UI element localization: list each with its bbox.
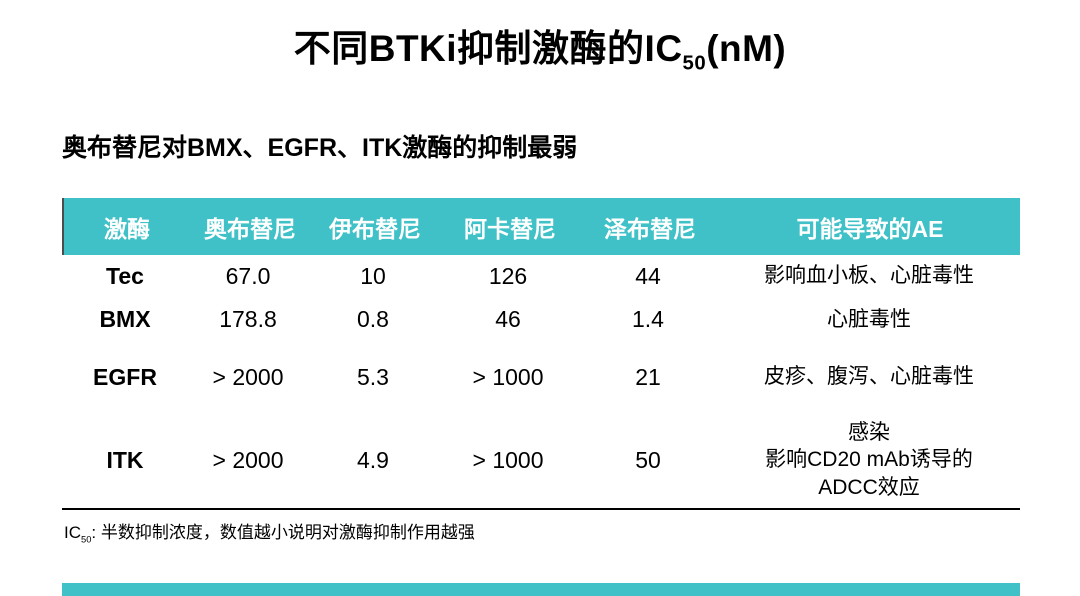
footnote-text: IC — [64, 523, 81, 542]
value-cell: 44 — [635, 262, 661, 289]
title-subscript: 50 — [682, 52, 707, 75]
footnote-subscript: 50 — [81, 534, 92, 545]
ic50-table: 激酶 奥布替尼 伊布替尼 阿卡替尼 泽布替尼 可能导致的AE Tec 67.0 … — [62, 198, 1020, 510]
footnote: IC50: 半数抑制浓度，数值越小说明对激酶抑制作用越强 — [64, 518, 475, 545]
header-cell-ae: 可能导致的AE — [796, 215, 944, 242]
footnote-tail: : 半数抑制浓度，数值越小说明对激酶抑制作用越强 — [91, 523, 475, 542]
kinase-cell: EGFR — [93, 363, 157, 390]
kinase-cell: ITK — [106, 446, 144, 473]
value-cell: 50 — [635, 446, 661, 473]
kinase-cell: Tec — [106, 262, 144, 289]
table-header-row: 激酶 奥布替尼 伊布替尼 阿卡替尼 泽布替尼 可能导致的AE — [62, 198, 1020, 255]
header-cell-ibrutinib: 伊布替尼 — [329, 215, 421, 242]
ae-cell: 影响血小板、心脏毒性 — [764, 264, 974, 288]
kinase-cell: BMX — [99, 306, 151, 332]
header-cell-zanubrutinib: 泽布替尼 — [604, 215, 696, 242]
value-cell: 178.8 — [219, 306, 277, 332]
value-cell: 10 — [360, 262, 386, 289]
value-cell: 5.3 — [357, 363, 389, 390]
ae-line: 影响CD20 mAb诱导的 — [765, 448, 973, 472]
value-cell: > 2000 — [212, 446, 284, 473]
value-cell: 0.8 — [357, 306, 389, 332]
table-row-itk: ITK > 2000 4.9 > 1000 50 感染 影响CD20 mAb诱导… — [62, 412, 1020, 508]
value-cell: 46 — [495, 306, 521, 332]
page-title: 不同BTKi抑制激酶的IC50(nM) — [0, 18, 1080, 75]
value-cell: 1.4 — [632, 306, 664, 332]
value-cell: 67.0 — [225, 262, 271, 289]
value-cell: > 2000 — [212, 363, 284, 390]
value-cell: > 1000 — [472, 363, 544, 390]
header-cell-orelabrutinib: 奥布替尼 — [204, 215, 296, 242]
ae-cell: 皮疹、腹泻、心脏毒性 — [764, 365, 974, 389]
accent-bar — [62, 583, 1020, 596]
title-text: 不同BTKi抑制激酶的IC — [293, 28, 683, 69]
subtitle: 奥布替尼对BMX、EGFR、ITK激酶的抑制最弱 — [62, 134, 578, 162]
table-row-tec: Tec 67.0 10 126 44 影响血小板、心脏毒性 — [62, 255, 1020, 297]
table-row-egfr: EGFR > 2000 5.3 > 1000 21 皮疹、腹泻、心脏毒性 — [62, 342, 1020, 412]
ae-line: ADCC效应 — [818, 475, 920, 499]
ae-cell: 心脏毒性 — [827, 307, 911, 331]
value-cell: 126 — [488, 262, 528, 289]
value-cell: 21 — [635, 363, 661, 390]
header-cell-acalabrutinib: 阿卡替尼 — [464, 215, 556, 242]
header-cell-kinase: 激酶 — [104, 215, 150, 242]
ae-cell: 感染 影响CD20 mAb诱导的 ADCC效应 — [718, 419, 1020, 501]
ae-line: 感染 — [848, 421, 890, 445]
table-row-bmx: BMX 178.8 0.8 46 1.4 心脏毒性 — [62, 297, 1020, 342]
value-cell: 4.9 — [357, 446, 389, 473]
value-cell: > 1000 — [472, 446, 544, 473]
title-tail: (nM) — [706, 28, 787, 69]
